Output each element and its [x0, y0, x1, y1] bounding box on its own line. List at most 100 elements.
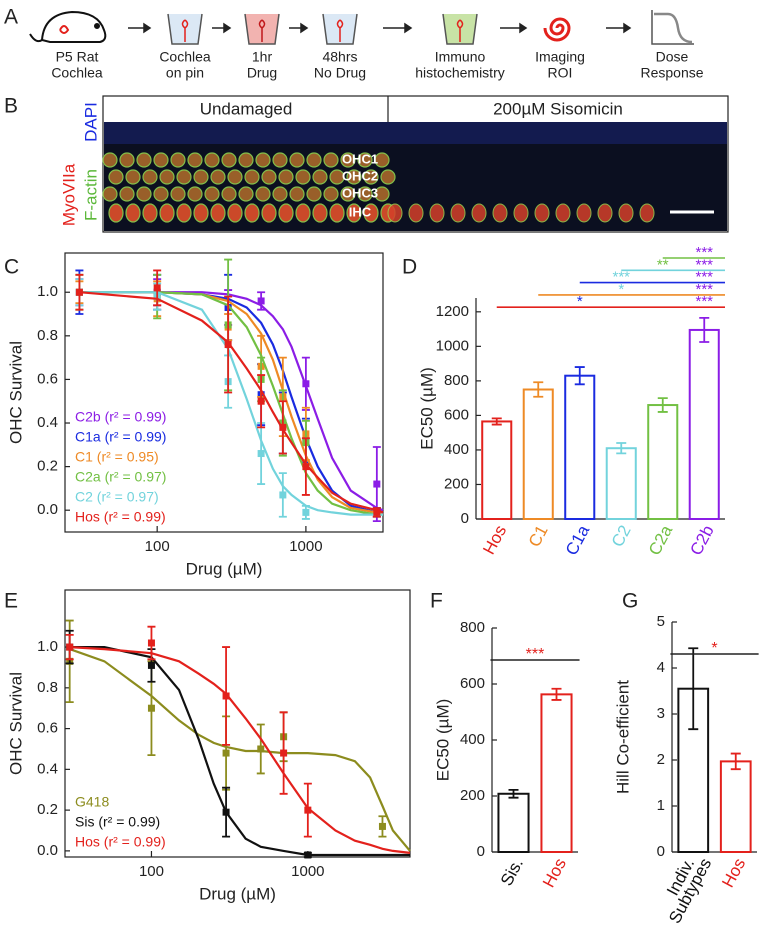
micrograph: Undamaged 200µM Sisomicin MyoVIIa F-acti…: [59, 95, 729, 233]
error-bar: [508, 788, 519, 799]
y-tick-label: 0.0: [37, 842, 58, 859]
significance-stars: ***: [612, 269, 630, 286]
bar: [605, 447, 637, 520]
hair-cell: [639, 203, 655, 223]
y-tick-label: 200: [460, 787, 485, 804]
hair-cell: [221, 186, 237, 202]
data-point: [302, 380, 310, 388]
hair-cell: [142, 169, 158, 185]
hair-cell: [363, 169, 379, 185]
data-point: [153, 284, 161, 292]
hair-cell: [227, 203, 243, 223]
legend-entry: Sis (r² = 0.99): [75, 814, 160, 830]
data-point: [147, 661, 155, 669]
data-point: [373, 480, 381, 488]
hair-cell: [450, 203, 466, 223]
bar: [719, 760, 752, 854]
x-tick-label: Sis.: [497, 855, 527, 889]
hair-cell: [142, 203, 158, 223]
legend-entry: C2 (r² = 0.97): [75, 489, 159, 505]
step-label: Cochlea: [159, 49, 211, 65]
y-tick-label: 1.0: [37, 638, 58, 655]
bar: [522, 388, 554, 520]
data-point: [222, 749, 230, 757]
y-axis-label: OHC Survival: [6, 672, 25, 775]
hair-cell: [187, 186, 203, 202]
step-label: No Drug: [314, 65, 366, 81]
hair-cell: [306, 186, 322, 202]
x-tick-label: C2b: [686, 522, 717, 558]
error-bar: [699, 316, 710, 343]
legend-entry: C2a (r² = 0.97): [75, 469, 166, 485]
hair-cell: [555, 203, 571, 223]
stain-label: F-actin: [81, 169, 100, 221]
hair-cell: [340, 186, 356, 202]
significance-stars: *: [577, 293, 583, 310]
y-tick-label: 5: [657, 613, 665, 630]
significance-stars: ***: [526, 646, 545, 663]
significance-stars: *: [618, 281, 624, 298]
row-label: OHC2: [342, 168, 378, 183]
imaging-icon: [543, 17, 571, 42]
hair-cell: [306, 152, 322, 168]
panel-label: C: [4, 256, 19, 279]
image-title: 200µM Sisomicin: [493, 99, 623, 118]
hair-cell: [244, 203, 260, 223]
image-title: Undamaged: [200, 99, 293, 118]
hair-cell: [227, 169, 243, 185]
data-point: [257, 297, 265, 305]
y-tick-label: 2: [657, 751, 665, 768]
hair-cell: [119, 186, 135, 202]
hair-cell: [312, 203, 328, 223]
y-tick-label: 1: [657, 797, 665, 814]
hair-cell: [187, 152, 203, 168]
bar: [564, 374, 596, 520]
step-label: Cochlea: [51, 65, 103, 81]
hair-cell: [374, 186, 390, 202]
hair-cell: [363, 203, 379, 223]
error-bar: [730, 752, 741, 771]
data-point: [66, 643, 74, 651]
hair-cell: [534, 203, 550, 223]
hair-cell: [244, 169, 260, 185]
data-point: [378, 822, 386, 830]
x-tick-label: C1: [525, 522, 552, 550]
hair-cell: [346, 203, 362, 223]
y-tick-label: 800: [444, 372, 469, 389]
hair-cell: [380, 169, 396, 185]
data-point: [257, 745, 265, 753]
y-tick-label: 0: [461, 510, 469, 527]
dapi-glow: [104, 122, 727, 144]
hair-cell: [153, 152, 169, 168]
plot-frame: [64, 252, 384, 533]
row-label: OHC1: [342, 151, 378, 166]
hair-cell: [125, 203, 141, 223]
data-point: [279, 423, 287, 431]
fit-curve: [69, 646, 410, 857]
y-axis-label: OHC Survival: [6, 341, 25, 444]
x-tick-label: Hos: [479, 522, 510, 558]
panel-label: D: [402, 256, 417, 279]
hair-cell: [136, 152, 152, 168]
data-point: [373, 508, 381, 516]
hair-cell: [193, 169, 209, 185]
hair-cell: [323, 186, 339, 202]
hair-cell: [357, 152, 373, 168]
hair-cell: [221, 152, 237, 168]
error-bar: [657, 397, 668, 413]
y-tick-label: 0.8: [37, 327, 58, 344]
significance-stars: **: [657, 256, 669, 273]
hair-cell: [238, 186, 254, 202]
hair-cell: [278, 169, 294, 185]
hair-cell: [340, 152, 356, 168]
hair-cell: [102, 152, 118, 168]
legend-entry: C1 (r² = 0.95): [75, 449, 159, 465]
significance-stars: ***: [695, 269, 713, 286]
panel-label: F: [430, 590, 443, 613]
error-bar: [491, 417, 502, 426]
hair-cell: [261, 169, 277, 185]
significance-stars: ***: [695, 256, 713, 273]
hair-cell: [204, 186, 220, 202]
